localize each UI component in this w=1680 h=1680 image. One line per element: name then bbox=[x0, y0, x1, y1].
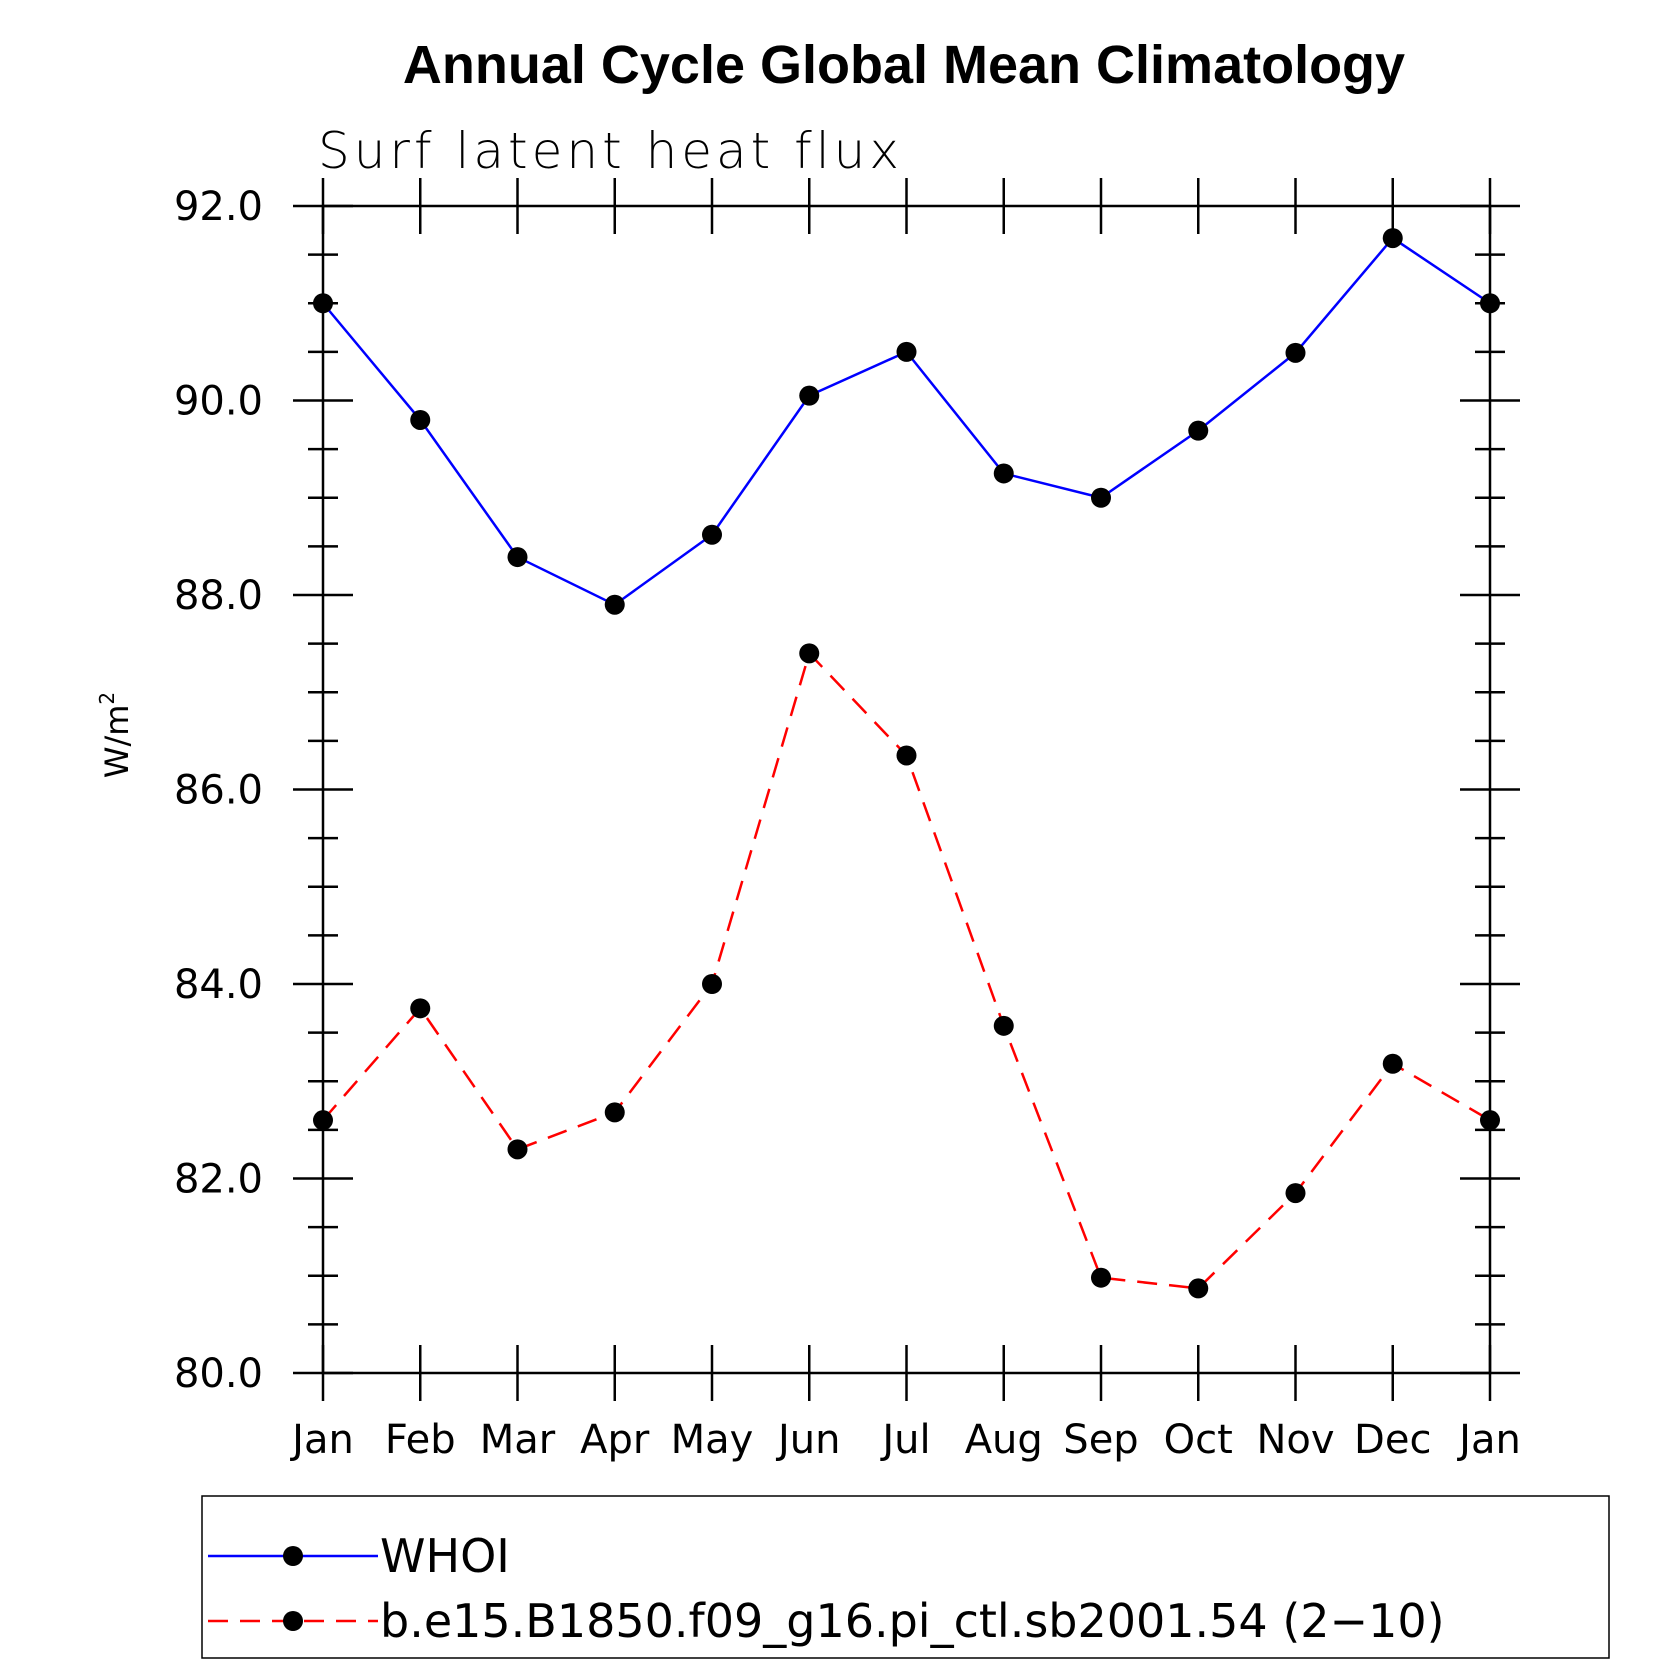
series-layer bbox=[313, 228, 1500, 1299]
x-tick-label: Nov bbox=[1256, 1417, 1334, 1463]
y-axis-label-text: W/m bbox=[98, 705, 136, 779]
x-tick-label: Oct bbox=[1164, 1417, 1233, 1463]
legend-label-1: b.e15.B1850.f09_g16.pi_ctl.sb2001.54 (2−… bbox=[380, 1594, 1445, 1648]
data-point bbox=[1285, 342, 1306, 363]
axes: Jan Feb Mar Apr May Jun Jul Aug Sep Oct Nov Dec Jan 8… bbox=[174, 178, 1521, 1463]
y-axis-label-superscript: 2 bbox=[95, 692, 119, 705]
y-tick-label: 84.0 bbox=[174, 962, 263, 1008]
plot-frame bbox=[321, 204, 1492, 1375]
legend: WHOI b.e15.B1850.f09_g16.pi_ctl.sb2001.54… bbox=[201, 1495, 1610, 1659]
data-point bbox=[1091, 1267, 1111, 1288]
y-axis-label: W/m2 bbox=[95, 692, 136, 778]
data-point bbox=[702, 524, 722, 545]
data-point bbox=[993, 463, 1014, 484]
x-tick-label: Apr bbox=[580, 1417, 650, 1463]
data-point bbox=[799, 643, 820, 664]
data-point bbox=[896, 341, 917, 362]
series-0 bbox=[313, 228, 1500, 615]
legend-marker-0 bbox=[283, 1546, 303, 1566]
legend-label-0: WHOI bbox=[380, 1529, 510, 1583]
data-point bbox=[702, 974, 722, 994]
x-tick-label: Aug bbox=[965, 1417, 1043, 1463]
x-tick-label: Dec bbox=[1354, 1417, 1431, 1463]
x-tick-label: Jun bbox=[775, 1417, 841, 1463]
data-point bbox=[1285, 1183, 1306, 1204]
legend-box bbox=[201, 1495, 1610, 1659]
legend-marker-1 bbox=[283, 1611, 303, 1631]
data-point bbox=[1480, 1110, 1500, 1131]
y-tick-label: 90.0 bbox=[174, 379, 263, 425]
x-tick-label: Feb bbox=[385, 1417, 456, 1463]
data-point bbox=[604, 594, 625, 615]
chart-title: Annual Cycle Global Mean Climatology bbox=[403, 35, 1405, 95]
y-tick-label: 86.0 bbox=[174, 768, 263, 814]
y-tick-label: 82.0 bbox=[174, 1157, 263, 1203]
data-point bbox=[507, 1139, 528, 1160]
data-point bbox=[1188, 420, 1209, 441]
y-tick-label: 92.0 bbox=[174, 184, 263, 230]
x-tick-label: Mar bbox=[480, 1417, 556, 1463]
y-tick-label: 80.0 bbox=[174, 1351, 263, 1397]
x-tick-label: Jan bbox=[1456, 1417, 1521, 1463]
data-point bbox=[410, 409, 431, 430]
series-line bbox=[322, 236, 1491, 607]
x-tick-label: Jan bbox=[289, 1417, 354, 1463]
data-point bbox=[313, 293, 333, 314]
data-point bbox=[410, 998, 431, 1019]
series-1 bbox=[313, 643, 1500, 1299]
data-point bbox=[604, 1102, 625, 1123]
data-point bbox=[1382, 1053, 1403, 1074]
data-point bbox=[1382, 228, 1403, 249]
data-point bbox=[313, 1110, 333, 1131]
chart-subtitle: Surf latent heat flux bbox=[318, 122, 903, 180]
data-point bbox=[1480, 293, 1500, 314]
x-tick-label: May bbox=[671, 1417, 754, 1463]
data-point bbox=[799, 385, 820, 406]
x-tick-label: Jul bbox=[879, 1417, 930, 1463]
x-tick-label: Sep bbox=[1063, 1417, 1138, 1463]
data-point bbox=[507, 547, 528, 568]
svg-text:W/m2: W/m2 bbox=[95, 692, 136, 778]
data-point bbox=[896, 745, 917, 766]
y-tick-label: 88.0 bbox=[174, 573, 263, 619]
data-point bbox=[1091, 487, 1111, 508]
data-point bbox=[993, 1015, 1014, 1036]
data-point bbox=[1188, 1278, 1209, 1299]
